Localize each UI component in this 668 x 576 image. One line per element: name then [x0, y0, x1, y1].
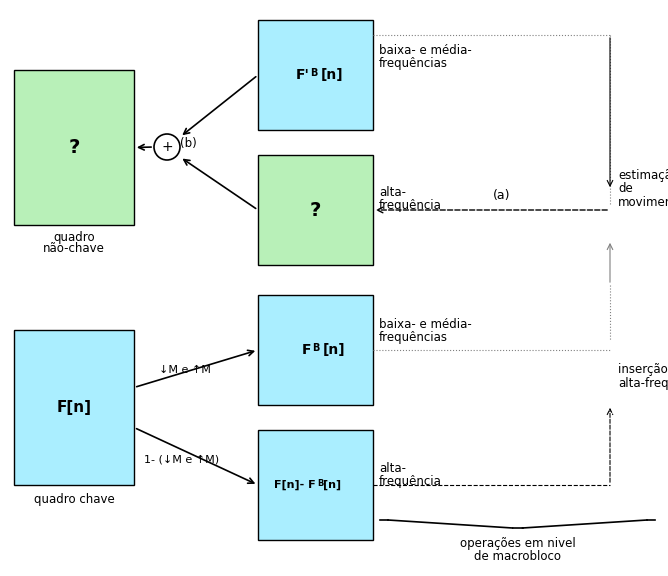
- Text: quadro: quadro: [53, 230, 95, 244]
- Text: B: B: [313, 343, 320, 353]
- Bar: [14, 330, 134, 485]
- Text: alta-: alta-: [379, 187, 406, 199]
- Text: (b): (b): [180, 138, 196, 150]
- Text: de: de: [618, 183, 633, 195]
- Text: F[n]- F: F[n]- F: [274, 480, 315, 490]
- Bar: [258, 430, 373, 540]
- Text: não-chave: não-chave: [43, 241, 105, 255]
- Text: frequências: frequências: [379, 332, 448, 344]
- Text: baixa- e média-: baixa- e média-: [379, 44, 472, 56]
- Text: baixa- e média-: baixa- e média-: [379, 319, 472, 332]
- Text: (a): (a): [493, 190, 510, 203]
- Text: B: B: [311, 68, 318, 78]
- Text: estimação: estimação: [618, 169, 668, 181]
- Bar: [258, 155, 373, 265]
- Text: ↓M e ↑M: ↓M e ↑M: [159, 365, 211, 374]
- Text: frequências: frequências: [379, 56, 448, 70]
- Text: alta-: alta-: [379, 461, 406, 475]
- Text: de macrobloco: de macrobloco: [474, 550, 561, 563]
- Text: [n]: [n]: [323, 343, 345, 357]
- Text: ?: ?: [68, 138, 79, 157]
- Text: F[n]: F[n]: [57, 400, 92, 415]
- Text: ?: ?: [310, 200, 321, 219]
- Text: F': F': [296, 68, 309, 82]
- Text: inserção de: inserção de: [618, 363, 668, 377]
- Text: alta-frequência: alta-frequência: [618, 377, 668, 389]
- Text: quadro chave: quadro chave: [33, 492, 114, 506]
- Bar: [258, 20, 373, 130]
- Bar: [14, 70, 134, 225]
- Text: 1- (↓M e ↑M): 1- (↓M e ↑M): [144, 454, 220, 464]
- Text: operações em nivel: operações em nivel: [460, 537, 575, 551]
- Text: frequência: frequência: [379, 475, 442, 487]
- Text: +: +: [161, 140, 173, 154]
- Text: frequência: frequência: [379, 199, 442, 213]
- Text: B: B: [317, 479, 324, 488]
- Bar: [258, 295, 373, 405]
- Text: [n]: [n]: [321, 68, 343, 82]
- Text: movimento: movimento: [618, 196, 668, 210]
- Text: [n]: [n]: [323, 480, 341, 490]
- Text: F: F: [302, 343, 311, 357]
